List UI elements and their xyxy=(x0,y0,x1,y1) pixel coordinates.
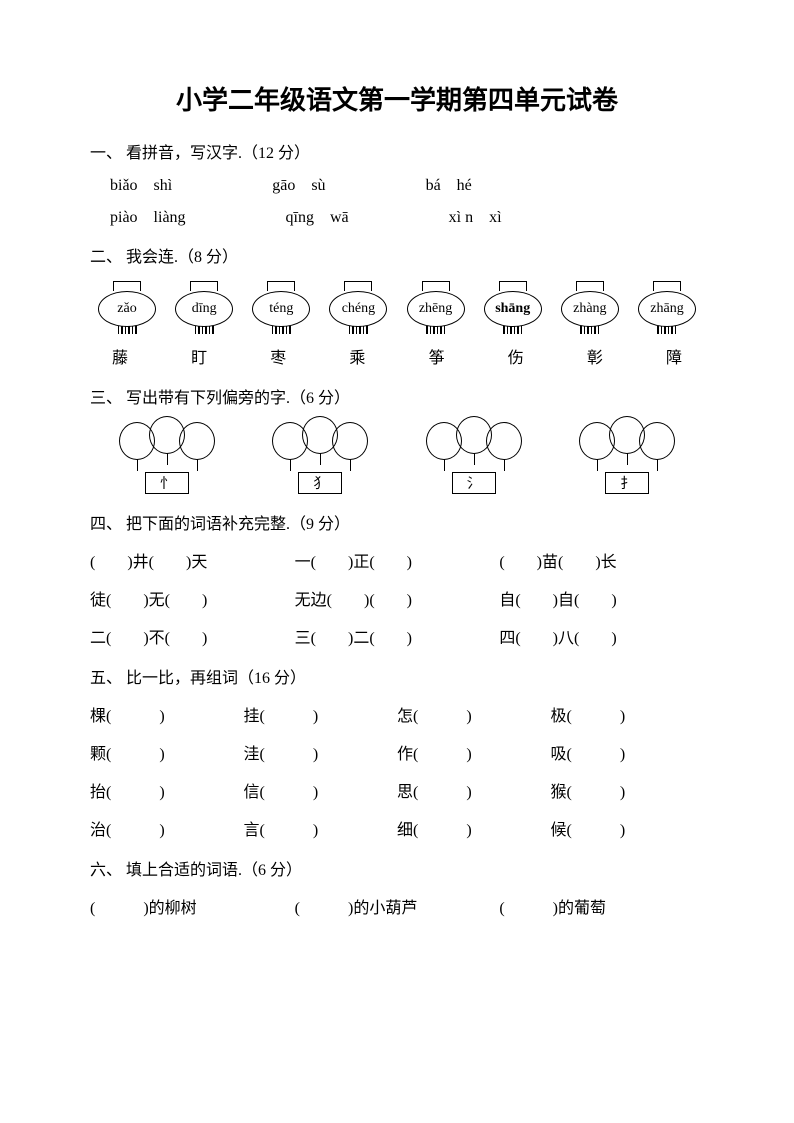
fill-item: ( )苗( )长 xyxy=(499,548,704,572)
compare-item: 挂( ) xyxy=(244,702,398,726)
fill-line: 二( )不( ) 三( )二( ) 四( )八( ) xyxy=(90,624,704,648)
section-4-heading: 四、 把下面的词语补充完整.（9 分） xyxy=(90,510,704,534)
compare-item: 颗( ) xyxy=(90,740,244,764)
fill-item: 三( )二( ) xyxy=(295,624,500,648)
section-2-heading: 二、 我会连.（8 分） xyxy=(90,243,704,267)
fill-line: 徒( )无( ) 无边( )( ) 自( )自( ) xyxy=(90,586,704,610)
pinyin-row-1: biǎoshì gāosù báhé xyxy=(90,177,704,195)
lantern: zhāng xyxy=(635,281,699,334)
lantern: chéng xyxy=(326,281,390,334)
balloon-group: 扌 xyxy=(579,422,675,494)
compare-item: 吸( ) xyxy=(551,740,705,764)
character-row: 藤盯枣乘筝伤彰障 xyxy=(90,344,704,368)
lantern-label: zhāng xyxy=(638,291,696,327)
compare-item: 言( ) xyxy=(244,816,398,840)
pinyin: liàng xyxy=(154,209,186,227)
section-3-heading: 三、 写出带有下列偏旁的字.（6 分） xyxy=(90,384,704,408)
lantern: zǎo xyxy=(95,281,159,334)
fill-item: 徒( )无( ) xyxy=(90,586,295,610)
radical-box: 犭 xyxy=(298,472,342,494)
lantern: téng xyxy=(249,281,313,334)
lantern-label: chéng xyxy=(329,291,387,327)
pinyin: gāo xyxy=(272,177,295,195)
compare-item: 思( ) xyxy=(397,778,551,802)
match-char: 筝 xyxy=(429,344,445,368)
match-char: 枣 xyxy=(270,344,286,368)
fill-item: ( )的小葫芦 xyxy=(295,894,500,918)
compare-item: 信( ) xyxy=(244,778,398,802)
pinyin: bá xyxy=(426,177,441,195)
lantern: dīng xyxy=(172,281,236,334)
pinyin: biǎo xyxy=(110,177,138,195)
pinyin: sù xyxy=(311,177,325,195)
lantern-label: dīng xyxy=(175,291,233,327)
section-1-heading: 一、 看拼音，写汉字.（12 分） xyxy=(90,139,704,163)
balloon-group: 忄 xyxy=(119,422,215,494)
match-char: 彰 xyxy=(587,344,603,368)
fill-line: ( )井( )天 一( )正( ) ( )苗( )长 xyxy=(90,548,704,572)
fill-item: ( )井( )天 xyxy=(90,548,295,572)
radical-box: 扌 xyxy=(605,472,649,494)
section-6-heading: 六、 填上合适的词语.（6 分） xyxy=(90,856,704,880)
fill-item: 二( )不( ) xyxy=(90,624,295,648)
match-char: 乘 xyxy=(349,344,365,368)
fill-item: 自( )自( ) xyxy=(499,586,704,610)
pinyin: piào xyxy=(110,209,138,227)
compare-item: 作( ) xyxy=(397,740,551,764)
match-char: 伤 xyxy=(508,344,524,368)
lantern-label: zǎo xyxy=(98,291,156,327)
fill-line: ( )的柳树 ( )的小葫芦 ( )的葡萄 xyxy=(90,894,704,918)
match-char: 藤 xyxy=(112,344,128,368)
balloon-group: 犭 xyxy=(272,422,368,494)
compare-row: 棵( )挂( )怎( )极( ) xyxy=(90,702,704,726)
lantern-label: shāng xyxy=(484,291,542,327)
page-title: 小学二年级语文第一学期第四单元试卷 xyxy=(90,80,704,117)
compare-row: 颗( )洼( )作( )吸( ) xyxy=(90,740,704,764)
pinyin: xì xyxy=(489,209,501,227)
fill-item: 一( )正( ) xyxy=(295,548,500,572)
fill-item: ( )的柳树 xyxy=(90,894,295,918)
pinyin: hé xyxy=(457,177,472,195)
compare-row: 治( )言( )细( )候( ) xyxy=(90,816,704,840)
pinyin: qīng xyxy=(286,209,314,227)
compare-item: 候( ) xyxy=(551,816,705,840)
compare-item: 猴( ) xyxy=(551,778,705,802)
compare-item: 棵( ) xyxy=(90,702,244,726)
pinyin: wā xyxy=(330,209,349,227)
fill-item: 无边( )( ) xyxy=(295,586,500,610)
lantern-label: zhēng xyxy=(407,291,465,327)
pinyin: shì xyxy=(154,177,173,195)
match-char: 盯 xyxy=(191,344,207,368)
lantern-row: zǎodīng téng chéng zhēng shāng zhàng zhāng xyxy=(90,281,704,334)
fill-item: ( )的葡萄 xyxy=(499,894,704,918)
lantern: zhēng xyxy=(404,281,468,334)
compare-item: 治( ) xyxy=(90,816,244,840)
lantern-label: zhàng xyxy=(561,291,619,327)
compare-item: 怎( ) xyxy=(397,702,551,726)
lantern-label: téng xyxy=(252,291,310,327)
balloon-row: 忄犭氵扌 xyxy=(90,422,704,494)
section-5-heading: 五、 比一比，再组词（16 分） xyxy=(90,664,704,688)
compare-item: 抬( ) xyxy=(90,778,244,802)
compare-item: 细( ) xyxy=(397,816,551,840)
radical-box: 氵 xyxy=(452,472,496,494)
compare-row: 抬( )信( )思( )猴( ) xyxy=(90,778,704,802)
balloon-group: 氵 xyxy=(426,422,522,494)
radical-box: 忄 xyxy=(145,472,189,494)
compare-item: 极( ) xyxy=(551,702,705,726)
pinyin: xì n xyxy=(449,209,473,227)
compare-item: 洼( ) xyxy=(244,740,398,764)
pinyin-row-2: piào liàng qīngwā xì n xì xyxy=(90,209,704,227)
lantern: zhàng xyxy=(558,281,622,334)
lantern: shāng xyxy=(481,281,545,334)
match-char: 障 xyxy=(666,344,682,368)
fill-item: 四( )八( ) xyxy=(499,624,704,648)
